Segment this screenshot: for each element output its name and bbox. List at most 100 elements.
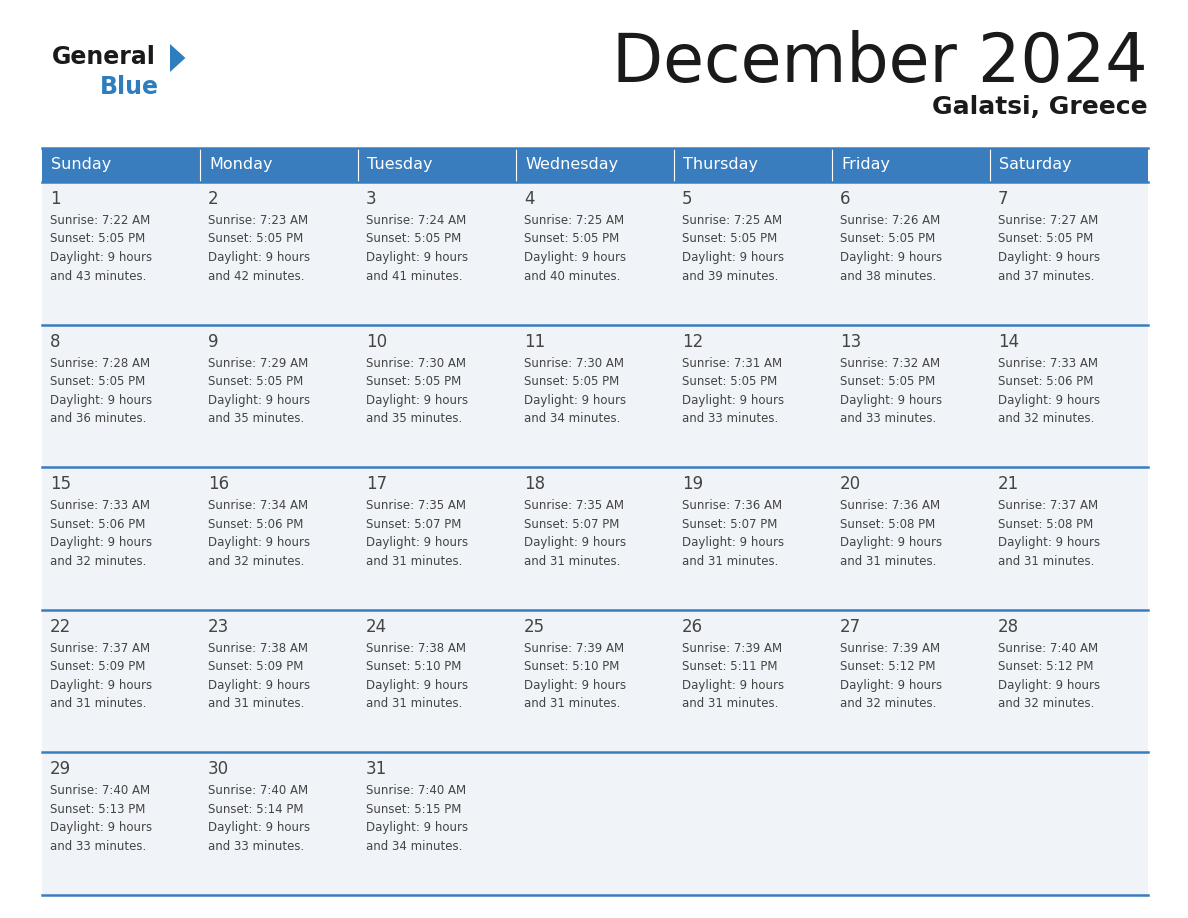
Bar [990, 325, 1148, 467]
Text: and 32 minutes.: and 32 minutes. [840, 698, 936, 711]
Text: 17: 17 [366, 476, 387, 493]
Text: Sunrise: 7:40 AM: Sunrise: 7:40 AM [998, 642, 1098, 655]
Text: Daylight: 9 hours: Daylight: 9 hours [50, 822, 152, 834]
Bar [42, 148, 200, 182]
Bar [674, 148, 832, 182]
Text: Daylight: 9 hours: Daylight: 9 hours [998, 251, 1100, 264]
Bar [516, 148, 674, 182]
Bar [516, 182, 674, 325]
Text: Sunrise: 7:36 AM: Sunrise: 7:36 AM [682, 499, 782, 512]
Bar [42, 610, 200, 753]
Text: Sunset: 5:12 PM: Sunset: 5:12 PM [998, 660, 1093, 673]
Text: Wednesday: Wednesday [525, 158, 618, 173]
Text: and 40 minutes.: and 40 minutes. [524, 270, 620, 283]
Text: Daylight: 9 hours: Daylight: 9 hours [840, 536, 942, 549]
Text: Daylight: 9 hours: Daylight: 9 hours [524, 536, 626, 549]
Text: and 33 minutes.: and 33 minutes. [208, 840, 304, 853]
Text: 31: 31 [366, 760, 387, 778]
Text: Sunset: 5:05 PM: Sunset: 5:05 PM [998, 232, 1093, 245]
Text: Sunset: 5:05 PM: Sunset: 5:05 PM [208, 232, 303, 245]
Text: Sunset: 5:06 PM: Sunset: 5:06 PM [50, 518, 145, 531]
Text: 27: 27 [840, 618, 861, 636]
Bar [516, 467, 674, 610]
Text: and 31 minutes.: and 31 minutes. [50, 698, 146, 711]
Text: 22: 22 [50, 618, 71, 636]
Text: Sunrise: 7:22 AM: Sunrise: 7:22 AM [50, 214, 150, 227]
Text: Daylight: 9 hours: Daylight: 9 hours [208, 678, 310, 692]
Text: Sunrise: 7:29 AM: Sunrise: 7:29 AM [208, 356, 308, 370]
Text: Sunrise: 7:39 AM: Sunrise: 7:39 AM [682, 642, 782, 655]
Text: and 41 minutes.: and 41 minutes. [366, 270, 462, 283]
Text: Sunset: 5:09 PM: Sunset: 5:09 PM [50, 660, 145, 673]
Text: Tuesday: Tuesday [367, 158, 432, 173]
Text: 5: 5 [682, 190, 693, 208]
Text: Sunset: 5:05 PM: Sunset: 5:05 PM [524, 375, 619, 388]
Text: and 32 minutes.: and 32 minutes. [998, 412, 1094, 425]
Text: and 31 minutes.: and 31 minutes. [840, 554, 936, 567]
Text: Sunrise: 7:30 AM: Sunrise: 7:30 AM [366, 356, 466, 370]
Text: Daylight: 9 hours: Daylight: 9 hours [840, 678, 942, 692]
Text: Sunrise: 7:25 AM: Sunrise: 7:25 AM [682, 214, 782, 227]
Text: Daylight: 9 hours: Daylight: 9 hours [208, 536, 310, 549]
Text: 12: 12 [682, 332, 703, 351]
Bar [358, 467, 516, 610]
Text: Daylight: 9 hours: Daylight: 9 hours [208, 394, 310, 407]
Bar [42, 753, 200, 895]
Text: 28: 28 [998, 618, 1019, 636]
Bar [358, 325, 516, 467]
Text: Sunset: 5:10 PM: Sunset: 5:10 PM [524, 660, 619, 673]
Bar [200, 325, 358, 467]
Text: Sunset: 5:05 PM: Sunset: 5:05 PM [524, 232, 619, 245]
Bar [358, 610, 516, 753]
Text: Sunset: 5:05 PM: Sunset: 5:05 PM [840, 375, 935, 388]
Text: and 42 minutes.: and 42 minutes. [208, 270, 304, 283]
Text: Sunrise: 7:33 AM: Sunrise: 7:33 AM [50, 499, 150, 512]
Text: Daylight: 9 hours: Daylight: 9 hours [524, 678, 626, 692]
Text: Galatsi, Greece: Galatsi, Greece [933, 95, 1148, 119]
Text: and 39 minutes.: and 39 minutes. [682, 270, 778, 283]
Polygon shape [170, 44, 185, 72]
Bar [42, 182, 200, 325]
Text: Sunset: 5:09 PM: Sunset: 5:09 PM [208, 660, 303, 673]
Text: and 32 minutes.: and 32 minutes. [998, 698, 1094, 711]
Text: Sunrise: 7:39 AM: Sunrise: 7:39 AM [840, 642, 940, 655]
Text: Daylight: 9 hours: Daylight: 9 hours [50, 251, 152, 264]
Text: Sunrise: 7:37 AM: Sunrise: 7:37 AM [50, 642, 150, 655]
Text: 26: 26 [682, 618, 703, 636]
Text: Sunrise: 7:28 AM: Sunrise: 7:28 AM [50, 356, 150, 370]
Text: Sunset: 5:14 PM: Sunset: 5:14 PM [208, 803, 303, 816]
Text: Sunset: 5:11 PM: Sunset: 5:11 PM [682, 660, 777, 673]
Bar [674, 182, 832, 325]
Text: Sunset: 5:06 PM: Sunset: 5:06 PM [998, 375, 1093, 388]
Text: Daylight: 9 hours: Daylight: 9 hours [840, 394, 942, 407]
Text: Sunrise: 7:38 AM: Sunrise: 7:38 AM [208, 642, 308, 655]
Text: Sunrise: 7:34 AM: Sunrise: 7:34 AM [208, 499, 308, 512]
Text: Sunset: 5:07 PM: Sunset: 5:07 PM [682, 518, 777, 531]
Text: Daylight: 9 hours: Daylight: 9 hours [366, 678, 468, 692]
Text: and 34 minutes.: and 34 minutes. [524, 412, 620, 425]
Text: and 34 minutes.: and 34 minutes. [366, 840, 462, 853]
Text: and 33 minutes.: and 33 minutes. [50, 840, 146, 853]
Text: and 31 minutes.: and 31 minutes. [524, 554, 620, 567]
Text: Sunrise: 7:35 AM: Sunrise: 7:35 AM [524, 499, 624, 512]
Bar [990, 467, 1148, 610]
Text: Sunset: 5:08 PM: Sunset: 5:08 PM [840, 518, 935, 531]
Text: 2: 2 [208, 190, 219, 208]
Text: Daylight: 9 hours: Daylight: 9 hours [366, 536, 468, 549]
Bar [990, 753, 1148, 895]
Text: Sunset: 5:05 PM: Sunset: 5:05 PM [50, 375, 145, 388]
Text: Sunset: 5:05 PM: Sunset: 5:05 PM [208, 375, 303, 388]
Text: Sunrise: 7:39 AM: Sunrise: 7:39 AM [524, 642, 624, 655]
Text: Sunset: 5:05 PM: Sunset: 5:05 PM [366, 375, 461, 388]
Text: Sunrise: 7:32 AM: Sunrise: 7:32 AM [840, 356, 940, 370]
Text: Saturday: Saturday [999, 158, 1072, 173]
Text: and 35 minutes.: and 35 minutes. [366, 412, 462, 425]
Text: Sunrise: 7:27 AM: Sunrise: 7:27 AM [998, 214, 1098, 227]
Bar [832, 325, 990, 467]
Text: 18: 18 [524, 476, 545, 493]
Text: Sunrise: 7:40 AM: Sunrise: 7:40 AM [50, 784, 150, 798]
Bar [42, 467, 200, 610]
Bar [832, 148, 990, 182]
Text: Sunrise: 7:23 AM: Sunrise: 7:23 AM [208, 214, 308, 227]
Text: Sunset: 5:05 PM: Sunset: 5:05 PM [682, 375, 777, 388]
